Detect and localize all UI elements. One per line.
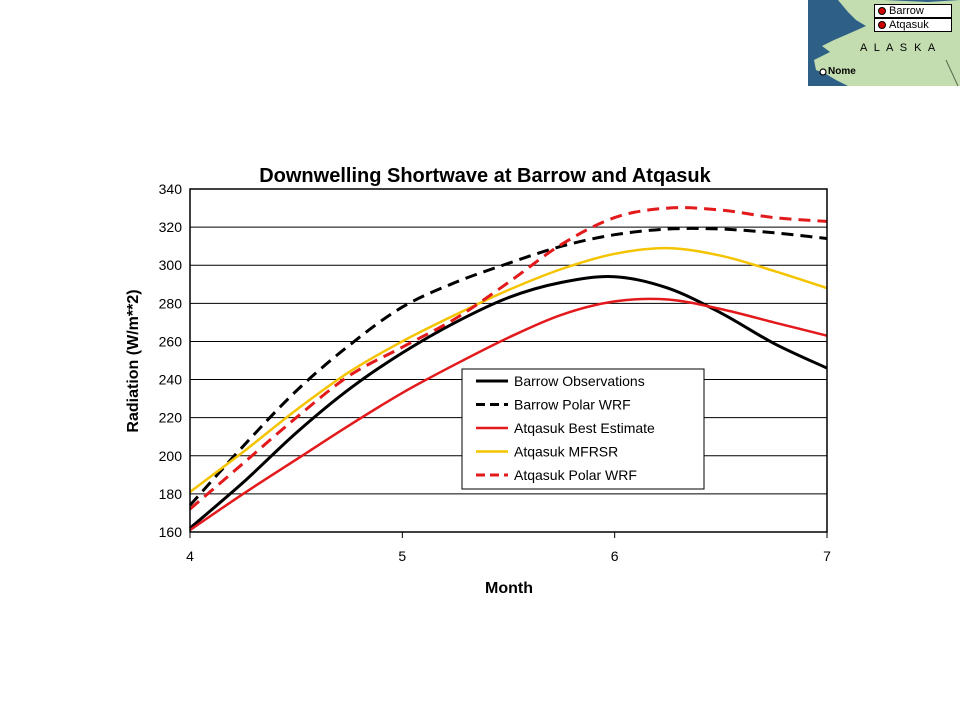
y-tick-label: 320 bbox=[159, 219, 183, 235]
y-tick-label: 200 bbox=[159, 448, 183, 464]
x-tick-label: 7 bbox=[823, 548, 831, 564]
series-line-atqasuk-best-estimate bbox=[189, 297, 828, 532]
legend-label-barrow-polar-wrf: Barrow Polar WRF bbox=[514, 397, 631, 413]
legend-label-atqasuk-polar-wrf: Atqasuk Polar WRF bbox=[514, 467, 637, 483]
alaska-map-inset: Barrow Atqasuk A L A S K A Nome bbox=[808, 0, 960, 86]
y-tick-label: 280 bbox=[159, 295, 183, 311]
atqasuk-marker bbox=[878, 21, 886, 29]
legend-label-atqasuk-best-estimate: Atqasuk Best Estimate bbox=[514, 420, 655, 436]
x-axis-title: Month bbox=[485, 580, 533, 597]
legend-label-atqasuk-mfrsr: Atqasuk MFRSR bbox=[514, 444, 618, 460]
y-tick-label: 300 bbox=[159, 257, 183, 273]
y-tick-label: 260 bbox=[159, 333, 183, 349]
x-tick-label: 4 bbox=[186, 548, 194, 564]
series-line-barrow-observations bbox=[189, 275, 828, 530]
x-tick-labels: 4 5 6 7 bbox=[186, 532, 831, 564]
barrow-label-box: Barrow bbox=[874, 4, 952, 18]
atqasuk-label: Atqasuk bbox=[889, 19, 929, 31]
y-tick-labels: 160 180 200 220 240 260 280 300 320 340 bbox=[159, 181, 183, 540]
y-tick-label: 180 bbox=[159, 486, 183, 502]
x-tick-label: 6 bbox=[611, 548, 619, 564]
alaska-label: A L A S K A bbox=[860, 42, 938, 54]
series-line-barrow-polar-wrf bbox=[188, 226, 828, 507]
legend: Barrow Observations Barrow Polar WRF Atqas… bbox=[461, 368, 705, 490]
y-tick-label: 160 bbox=[159, 524, 183, 540]
y-axis-title: Radiation (W/m**2) bbox=[125, 289, 142, 432]
atqasuk-label-box: Atqasuk bbox=[874, 18, 952, 32]
map-border-line bbox=[945, 59, 959, 86]
barrow-marker bbox=[878, 7, 886, 15]
chart-title: Downwelling Shortwave at Barrow and Atqa… bbox=[259, 165, 711, 187]
y-tick-label: 220 bbox=[159, 410, 183, 426]
nome-marker bbox=[819, 68, 827, 76]
barrow-label: Barrow bbox=[889, 5, 924, 17]
y-tick-label: 340 bbox=[159, 181, 183, 197]
x-tick-label: 5 bbox=[398, 548, 406, 564]
y-tick-label: 240 bbox=[159, 372, 183, 388]
plot-border bbox=[189, 188, 828, 533]
nome-label: Nome bbox=[828, 66, 856, 77]
legend-label-barrow-observations: Barrow Observations bbox=[514, 373, 645, 389]
series-line-atqasuk-mfrsr bbox=[189, 246, 828, 493]
series-line-atqasuk-polar-wrf bbox=[189, 206, 828, 511]
series-lines bbox=[188, 206, 828, 532]
